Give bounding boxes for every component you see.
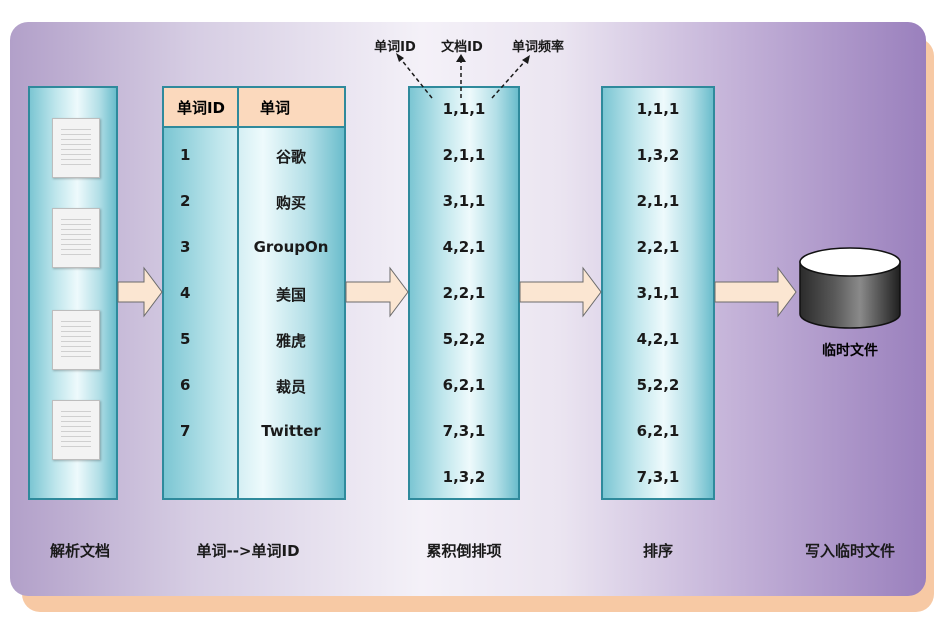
sorted-item: 7,3,1 [636, 468, 680, 486]
sorted-item: 4,2,1 [636, 330, 680, 348]
temp-file-disk-icon [799, 247, 901, 329]
tuple-field-doc-id: 文档ID [441, 40, 483, 55]
disk-label: 临时文件 [822, 343, 878, 359]
accumulated-item: 5,2,2 [442, 330, 486, 348]
stage-label-map: 单词-->单词ID [196, 542, 300, 560]
document-icon [52, 208, 100, 268]
document-icon [52, 310, 100, 370]
accumulated-column: 1,1,1 2,1,1 3,1,1 4,2,1 2,2,1 5,2,2 6,2,1 7,3,1… [408, 86, 520, 500]
word-cell: 购买 [275, 194, 307, 212]
sorted-column: 1,1,1 1,3,2 2,1,1 2,2,1 3,1,1 4,2,1 5,2,2 6,2,1… [601, 86, 715, 500]
pointer-word-id-head [396, 53, 404, 62]
accumulated-item: 7,3,1 [442, 422, 486, 440]
header-word: 单词 [238, 88, 344, 128]
stage-label-write: 写入临时文件 [804, 542, 896, 560]
sorted-item: 2,2,1 [636, 238, 680, 256]
word-cell: 裁员 [275, 378, 307, 396]
accumulated-item: 2,2,1 [442, 284, 486, 302]
sorted-item: 3,1,1 [636, 284, 680, 302]
arrow-accumulate-to-sort [519, 266, 602, 318]
word-id-cell: 2 [180, 192, 191, 210]
word-id-cell: 4 [180, 284, 191, 302]
pointer-frequency [491, 59, 527, 99]
word-id-cell: 6 [180, 376, 191, 394]
word-table: 单词ID 单词 1 谷歌 2 购买 3 GroupOn 4 美国 5 雅虎 6 裁员 7 Twitter [162, 86, 346, 500]
word-id-cell: 7 [180, 422, 191, 440]
tuple-field-word-id: 单词ID [374, 40, 416, 55]
header-word-id: 单词ID [164, 88, 238, 128]
stage-label-parse: 解析文档 [49, 542, 111, 560]
stage-label-accumulate: 累积倒排项 [426, 542, 502, 560]
word-cell: 雅虎 [275, 332, 307, 350]
pointer-doc-id-head [456, 54, 466, 62]
word-cell: 谷歌 [275, 148, 307, 166]
word-id-cell: 5 [180, 330, 191, 348]
stage-label-sort: 排序 [642, 542, 674, 560]
arrow-sort-to-write [714, 266, 797, 318]
sorted-item: 5,2,2 [636, 376, 680, 394]
word-id-cell: 3 [180, 238, 191, 256]
accumulated-item: 3,1,1 [442, 192, 486, 210]
sorted-item: 6,2,1 [636, 422, 680, 440]
sorted-item: 1,3,2 [636, 146, 680, 164]
tuple-field-frequency: 单词频率 [511, 40, 565, 55]
pointer-frequency-head [522, 55, 530, 64]
accumulated-item: 2,1,1 [442, 146, 486, 164]
accumulated-item: 6,2,1 [442, 376, 486, 394]
accumulated-item: 1,1,1 [442, 100, 486, 118]
arrow-parse-to-map [117, 266, 163, 318]
sorted-item: 1,1,1 [636, 100, 680, 118]
accumulated-item: 1,3,2 [442, 468, 486, 486]
table-divider [237, 88, 239, 498]
pointer-word-id [399, 57, 433, 99]
word-cell: GroupOn [253, 238, 329, 256]
sorted-item: 2,1,1 [636, 192, 680, 210]
document-icon [52, 118, 100, 178]
documents-column [28, 86, 118, 500]
word-cell: 美国 [275, 286, 307, 304]
document-icon [52, 400, 100, 460]
word-cell: Twitter [261, 422, 321, 440]
arrow-map-to-accumulate [345, 266, 409, 318]
word-id-cell: 1 [180, 146, 191, 164]
accumulated-item: 4,2,1 [442, 238, 486, 256]
